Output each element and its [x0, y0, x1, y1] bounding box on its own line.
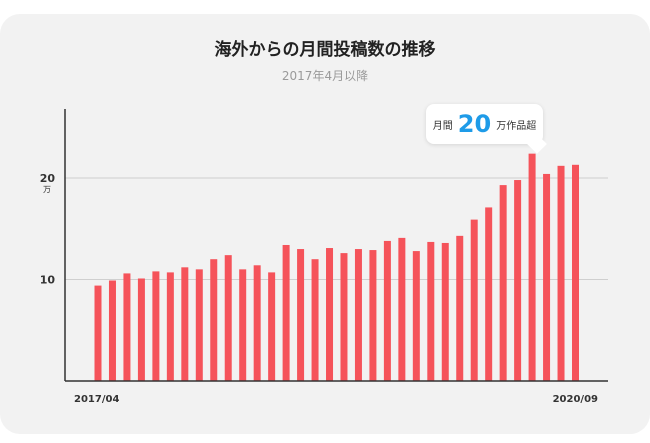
bar-23: [412, 251, 420, 381]
bar-19: [354, 249, 362, 381]
bar-30: [514, 180, 522, 381]
bar-15: [297, 249, 305, 381]
bar-24: [427, 241, 435, 381]
bar-27: [470, 219, 478, 381]
bar-34: [572, 164, 579, 381]
x-end-label: 2020/09: [553, 394, 598, 405]
bar-31: [528, 153, 536, 381]
bar-21: [383, 240, 391, 381]
callout-prefix: 月間: [432, 120, 453, 132]
y-tick-label-10: 10: [40, 274, 56, 287]
bar-4: [137, 278, 145, 382]
chart-title: 海外からの月間投稿数の推移: [214, 40, 436, 60]
bar-17: [326, 248, 334, 381]
y-tick-label-20: 20: [40, 172, 56, 185]
bar-29: [499, 185, 507, 381]
y-unit-label: 万: [43, 185, 51, 194]
chart-subtitle: 2017年4月以降: [281, 69, 369, 83]
bar-26: [456, 235, 464, 381]
bar-11: [239, 269, 247, 381]
bar-9: [210, 259, 218, 381]
bar-3: [123, 273, 131, 381]
callout-suffix: 万作品超: [496, 120, 537, 132]
bar-5: [152, 271, 160, 381]
bar-32: [543, 173, 551, 381]
bar-13: [268, 272, 276, 381]
bar-18: [340, 253, 348, 381]
bar-28: [485, 207, 493, 381]
bar-7: [181, 267, 189, 381]
callout-content: 月間 20 万作品超: [426, 104, 543, 144]
x-start-label: 2017/04: [74, 394, 119, 405]
bar-22: [398, 237, 406, 381]
bar-2: [108, 280, 116, 381]
bar-25: [441, 242, 449, 381]
bar-1: [94, 285, 102, 381]
bar-33: [557, 165, 565, 381]
bar-16: [311, 259, 319, 381]
bar-20: [369, 250, 377, 381]
callout-number: 20: [457, 110, 492, 138]
bar-8: [195, 269, 203, 381]
bar-14: [282, 244, 290, 381]
bar-6: [166, 272, 174, 381]
bar-12: [253, 265, 261, 381]
bar-10: [224, 255, 232, 381]
callout-bubble: [426, 104, 543, 144]
chart-card: [0, 14, 650, 434]
